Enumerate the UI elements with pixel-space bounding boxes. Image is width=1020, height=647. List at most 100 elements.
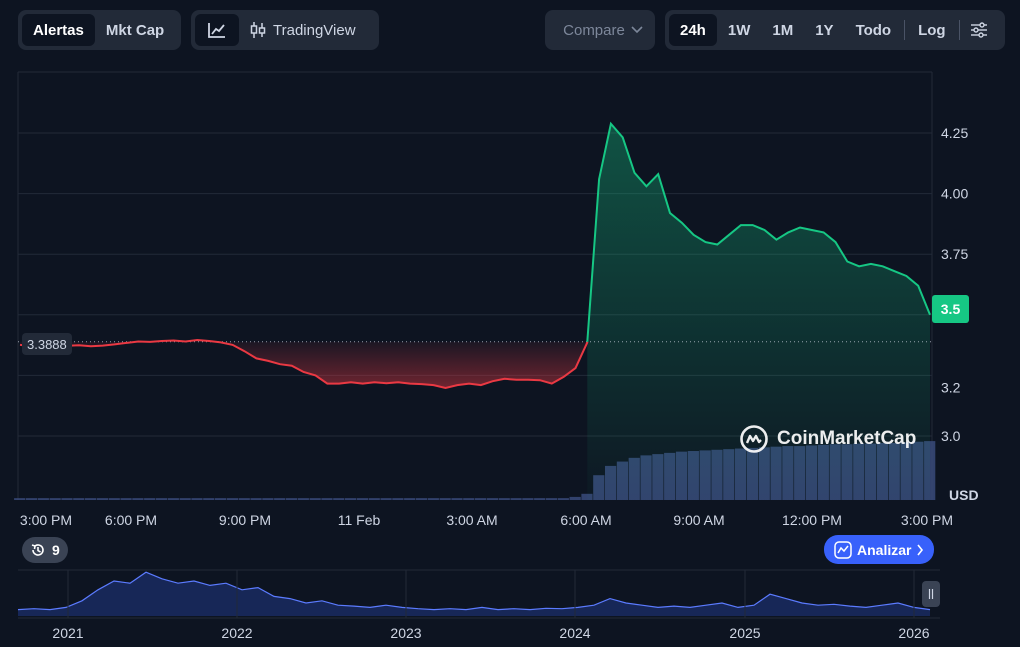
compare-label: Compare xyxy=(563,21,625,39)
range-1m[interactable]: 1M xyxy=(772,21,794,39)
volume-bar xyxy=(132,498,144,500)
volume-bar xyxy=(569,496,581,500)
volume-bar xyxy=(498,498,510,500)
history-count: 9 xyxy=(52,542,60,558)
x-tick-label: 9:00 AM xyxy=(673,512,724,528)
range-24h[interactable]: 24h xyxy=(669,14,717,46)
coinmarketcap-logo-icon xyxy=(740,425,768,453)
price-line-up[interactable] xyxy=(586,121,931,342)
volume-bar xyxy=(380,498,392,500)
y-tick-label: 3.0 xyxy=(941,428,961,444)
volume-bar xyxy=(226,498,239,500)
volume-bar xyxy=(167,498,179,500)
volume-bar xyxy=(14,498,26,500)
compare-dropdown[interactable]: Compare xyxy=(545,10,655,50)
price-line-down[interactable] xyxy=(19,338,589,390)
tradingview-label: TradingView xyxy=(273,21,356,39)
line-chart-button[interactable] xyxy=(195,14,239,46)
volume-bar xyxy=(333,498,345,500)
range-1y[interactable]: 1Y xyxy=(815,21,834,39)
view-toggle-group: Alertas Mkt Cap xyxy=(18,10,181,50)
navigator-year-label: 2022 xyxy=(221,625,252,641)
alerts-tab[interactable]: Alertas xyxy=(22,14,95,46)
navigator-year-label: 2024 xyxy=(559,625,590,641)
history-icon xyxy=(31,544,44,556)
volume-bar xyxy=(415,498,428,500)
area-below-reference xyxy=(20,340,588,388)
volume-bar xyxy=(463,498,475,500)
volume-bar xyxy=(85,498,97,500)
candlestick-icon xyxy=(250,22,266,38)
volume-bar xyxy=(262,498,274,500)
y-tick-label: 4.00 xyxy=(941,186,968,202)
volume-bar xyxy=(297,498,309,500)
x-tick-label: 11 Feb xyxy=(338,512,381,528)
volume-bar xyxy=(96,498,109,500)
navigator-handle[interactable] xyxy=(922,581,940,607)
analyze-label: Analizar xyxy=(857,541,912,558)
analyze-button[interactable]: Analizar xyxy=(824,535,935,564)
volume-bar xyxy=(155,498,168,500)
volume-bar xyxy=(392,498,404,500)
x-tick-label: 3:00 PM xyxy=(20,512,72,528)
volume-bar xyxy=(108,498,120,500)
ai-chart-icon xyxy=(834,540,852,559)
settings-divider xyxy=(958,20,960,40)
history-button[interactable]: 9 xyxy=(22,537,68,563)
volume-bar xyxy=(427,498,439,500)
volume-bar xyxy=(179,498,191,500)
volume-bar xyxy=(144,498,156,500)
volume-bar xyxy=(404,498,416,500)
sliders-icon xyxy=(970,22,987,38)
volume-bar xyxy=(191,498,203,500)
tradingview-button[interactable]: TradingView xyxy=(239,14,367,46)
x-tick-label: 9:00 PM xyxy=(219,512,271,528)
volume-bar xyxy=(215,498,227,500)
price-areas xyxy=(20,123,930,501)
chevron-down-icon xyxy=(631,26,643,34)
volume-bar xyxy=(321,498,333,500)
range-all[interactable]: Todo xyxy=(855,21,892,39)
navigator-year-label: 2026 xyxy=(898,625,929,641)
last-price-badge: 3.5 xyxy=(932,295,969,323)
navigator-axis: 2021 2022 2023 2024 2025 2026 xyxy=(52,570,930,641)
watermark: CoinMarketCap xyxy=(739,424,916,454)
navigator-year-label: 2021 xyxy=(52,625,83,641)
x-tick-label: 12:00 PM xyxy=(782,512,842,528)
volume-bar xyxy=(581,493,593,500)
chart-type-group: TradingView xyxy=(191,10,379,50)
volume-bar xyxy=(368,498,380,500)
volume-bar xyxy=(439,498,451,500)
x-axis: 3:00 PM 6:00 PM 9:00 PM 11 Feb 3:00 AM 6:00 A… xyxy=(20,512,953,528)
volume-bar xyxy=(486,498,499,500)
x-tick-label: 6:00 PM xyxy=(105,512,157,528)
volume-bar xyxy=(475,498,487,500)
currency-label: USD xyxy=(949,487,979,503)
line-chart-icon xyxy=(208,23,225,38)
navigator[interactable] xyxy=(17,569,940,619)
volume-bar xyxy=(25,498,38,500)
market-cap-tab[interactable]: Mkt Cap xyxy=(105,21,165,39)
chart-settings-button[interactable] xyxy=(962,14,996,46)
range-group: 24h 1W 1M 1Y Todo Log xyxy=(665,10,1005,50)
y-tick-label: 3.2 xyxy=(941,380,961,396)
volume-bar xyxy=(522,498,534,500)
x-tick-label: 6:00 AM xyxy=(560,512,611,528)
log-scale-toggle[interactable]: Log xyxy=(918,21,946,39)
volume-bar xyxy=(203,498,215,500)
volume-bar xyxy=(250,498,262,500)
volume-bar xyxy=(545,498,558,500)
volume-bar xyxy=(345,498,357,500)
volume-bar xyxy=(61,498,73,500)
volume-bar xyxy=(451,498,463,500)
navigator-year-label: 2023 xyxy=(390,625,421,641)
grip-icon xyxy=(928,589,934,599)
price-lines xyxy=(18,121,932,390)
y-tick-label: 4.25 xyxy=(941,125,968,141)
volume-bar xyxy=(274,498,286,500)
x-tick-label: 3:00 PM xyxy=(901,512,953,528)
range-1w[interactable]: 1W xyxy=(727,21,751,39)
area-above-reference xyxy=(587,123,930,501)
volume-bar xyxy=(557,498,569,500)
